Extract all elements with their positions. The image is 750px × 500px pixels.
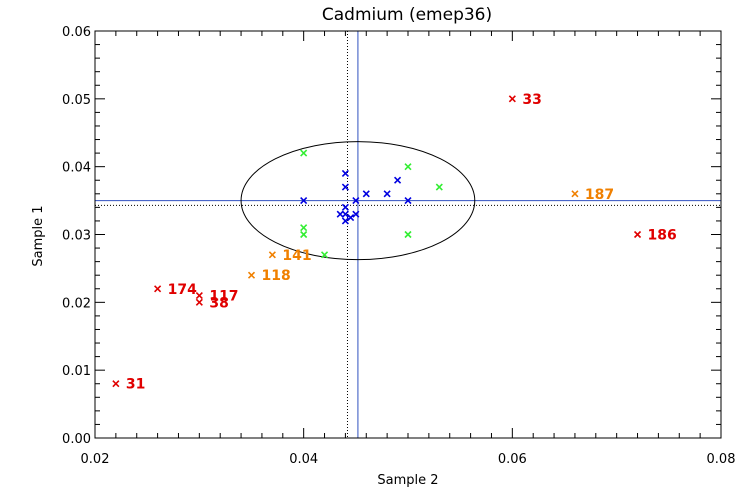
- y-axis-title: Sample 1: [31, 205, 46, 266]
- data-point-good: [341, 210, 349, 218]
- data-point-outliers: [195, 291, 203, 300]
- data-point-good: [336, 210, 344, 218]
- data-point-acceptable: [404, 163, 412, 171]
- axis-tick-labels: 0.02 0.04 0.06 0.08 0.00 0.01 0.02 0.03 0.04 0.05…: [62, 25, 735, 467]
- data-point-acceptable: [300, 230, 308, 239]
- data-point-outliers: [112, 380, 120, 388]
- data-point-stroke: [404, 230, 412, 239]
- data-point-stroke: [347, 213, 355, 222]
- data-point-stroke: [404, 163, 412, 171]
- data-point-stroke: [341, 210, 349, 218]
- data-point-stroke: [268, 251, 276, 259]
- data-point-stroke: [195, 291, 203, 300]
- data-point-good: [404, 197, 412, 205]
- data-point-stroke: [154, 285, 162, 293]
- data-point-warnings: [571, 190, 579, 198]
- data-point-stroke: [336, 210, 344, 218]
- data-point-stroke: [404, 197, 412, 205]
- data-point-stroke: [341, 169, 349, 178]
- data-point-good: [347, 213, 355, 222]
- data-point-stroke: [383, 190, 391, 198]
- y-tick-label: 0.01: [62, 364, 91, 379]
- axis-ticks: [94, 30, 722, 439]
- data-point-stroke: [341, 203, 349, 211]
- data-point-good: [341, 217, 349, 225]
- data-point-good: [352, 210, 360, 218]
- data-point-warnings: [268, 251, 276, 259]
- data-point-stroke: [633, 230, 642, 239]
- data-points: [112, 95, 642, 388]
- data-point-stroke: [112, 380, 120, 388]
- x-tick-label: 0.04: [289, 452, 318, 467]
- data-point-acceptable: [435, 183, 443, 191]
- y-tick-label: 0.04: [62, 161, 91, 176]
- chart-title: Cadmium (emep36): [322, 5, 492, 25]
- data-point-good: [394, 176, 402, 184]
- data-point-stroke: [394, 176, 402, 184]
- data-point-acceptable: [300, 224, 308, 232]
- data-point-good: [352, 197, 360, 205]
- data-point-acceptable: [320, 251, 329, 259]
- x-axis-title: Sample 2: [377, 473, 438, 488]
- data-point-stroke: [352, 210, 360, 218]
- data-point-stroke: [320, 251, 329, 259]
- point-label: 174: [168, 282, 197, 298]
- data-point-stroke: [341, 217, 349, 225]
- data-point-good: [341, 169, 349, 178]
- point-label: 33: [522, 92, 541, 108]
- data-point-stroke: [300, 230, 308, 239]
- data-point-good: [341, 183, 349, 191]
- confidence-ellipse-layer: [240, 141, 476, 261]
- data-point-stroke: [362, 190, 370, 198]
- y-tick-label: 0.06: [62, 25, 91, 40]
- data-point-stroke: [247, 271, 256, 279]
- x-tick-label: 0.08: [707, 452, 736, 467]
- data-point-good: [383, 190, 391, 198]
- x-tick-label: 0.06: [498, 452, 527, 467]
- data-point-good: [362, 190, 370, 198]
- point-label: 141: [282, 248, 311, 264]
- data-point-acceptable: [300, 149, 308, 157]
- data-point-stroke: [300, 197, 308, 205]
- data-point-stroke: [571, 190, 579, 198]
- data-point-good: [341, 203, 349, 211]
- data-point-stroke: [341, 183, 349, 191]
- x-tick-label: 0.02: [81, 452, 110, 467]
- point-label: 187: [585, 187, 614, 203]
- data-point-outliers: [195, 298, 203, 306]
- point-label: 117: [209, 289, 238, 305]
- data-point-stroke: [300, 149, 308, 157]
- data-point-stroke: [508, 95, 516, 103]
- point-label: 118: [262, 268, 291, 284]
- data-point-outliers: [508, 95, 516, 103]
- data-point-stroke: [300, 224, 308, 232]
- data-point-outliers: [633, 230, 642, 239]
- point-label: 31: [126, 377, 145, 393]
- point-label: 38: [209, 295, 228, 311]
- confidence-ellipse: [240, 141, 476, 261]
- data-point-stroke: [195, 298, 203, 306]
- data-point-good: [300, 197, 308, 205]
- y-tick-label: 0.05: [62, 93, 91, 108]
- y-tick-label: 0.02: [62, 296, 91, 311]
- y-tick-label: 0.03: [62, 229, 91, 244]
- data-point-warnings: [247, 271, 256, 279]
- data-point-stroke: [435, 183, 443, 191]
- data-point-outliers: [154, 285, 162, 293]
- data-point-acceptable: [404, 230, 412, 239]
- y-tick-label: 0.00: [62, 432, 91, 447]
- data-point-stroke: [352, 197, 360, 205]
- point-label: 186: [648, 228, 677, 244]
